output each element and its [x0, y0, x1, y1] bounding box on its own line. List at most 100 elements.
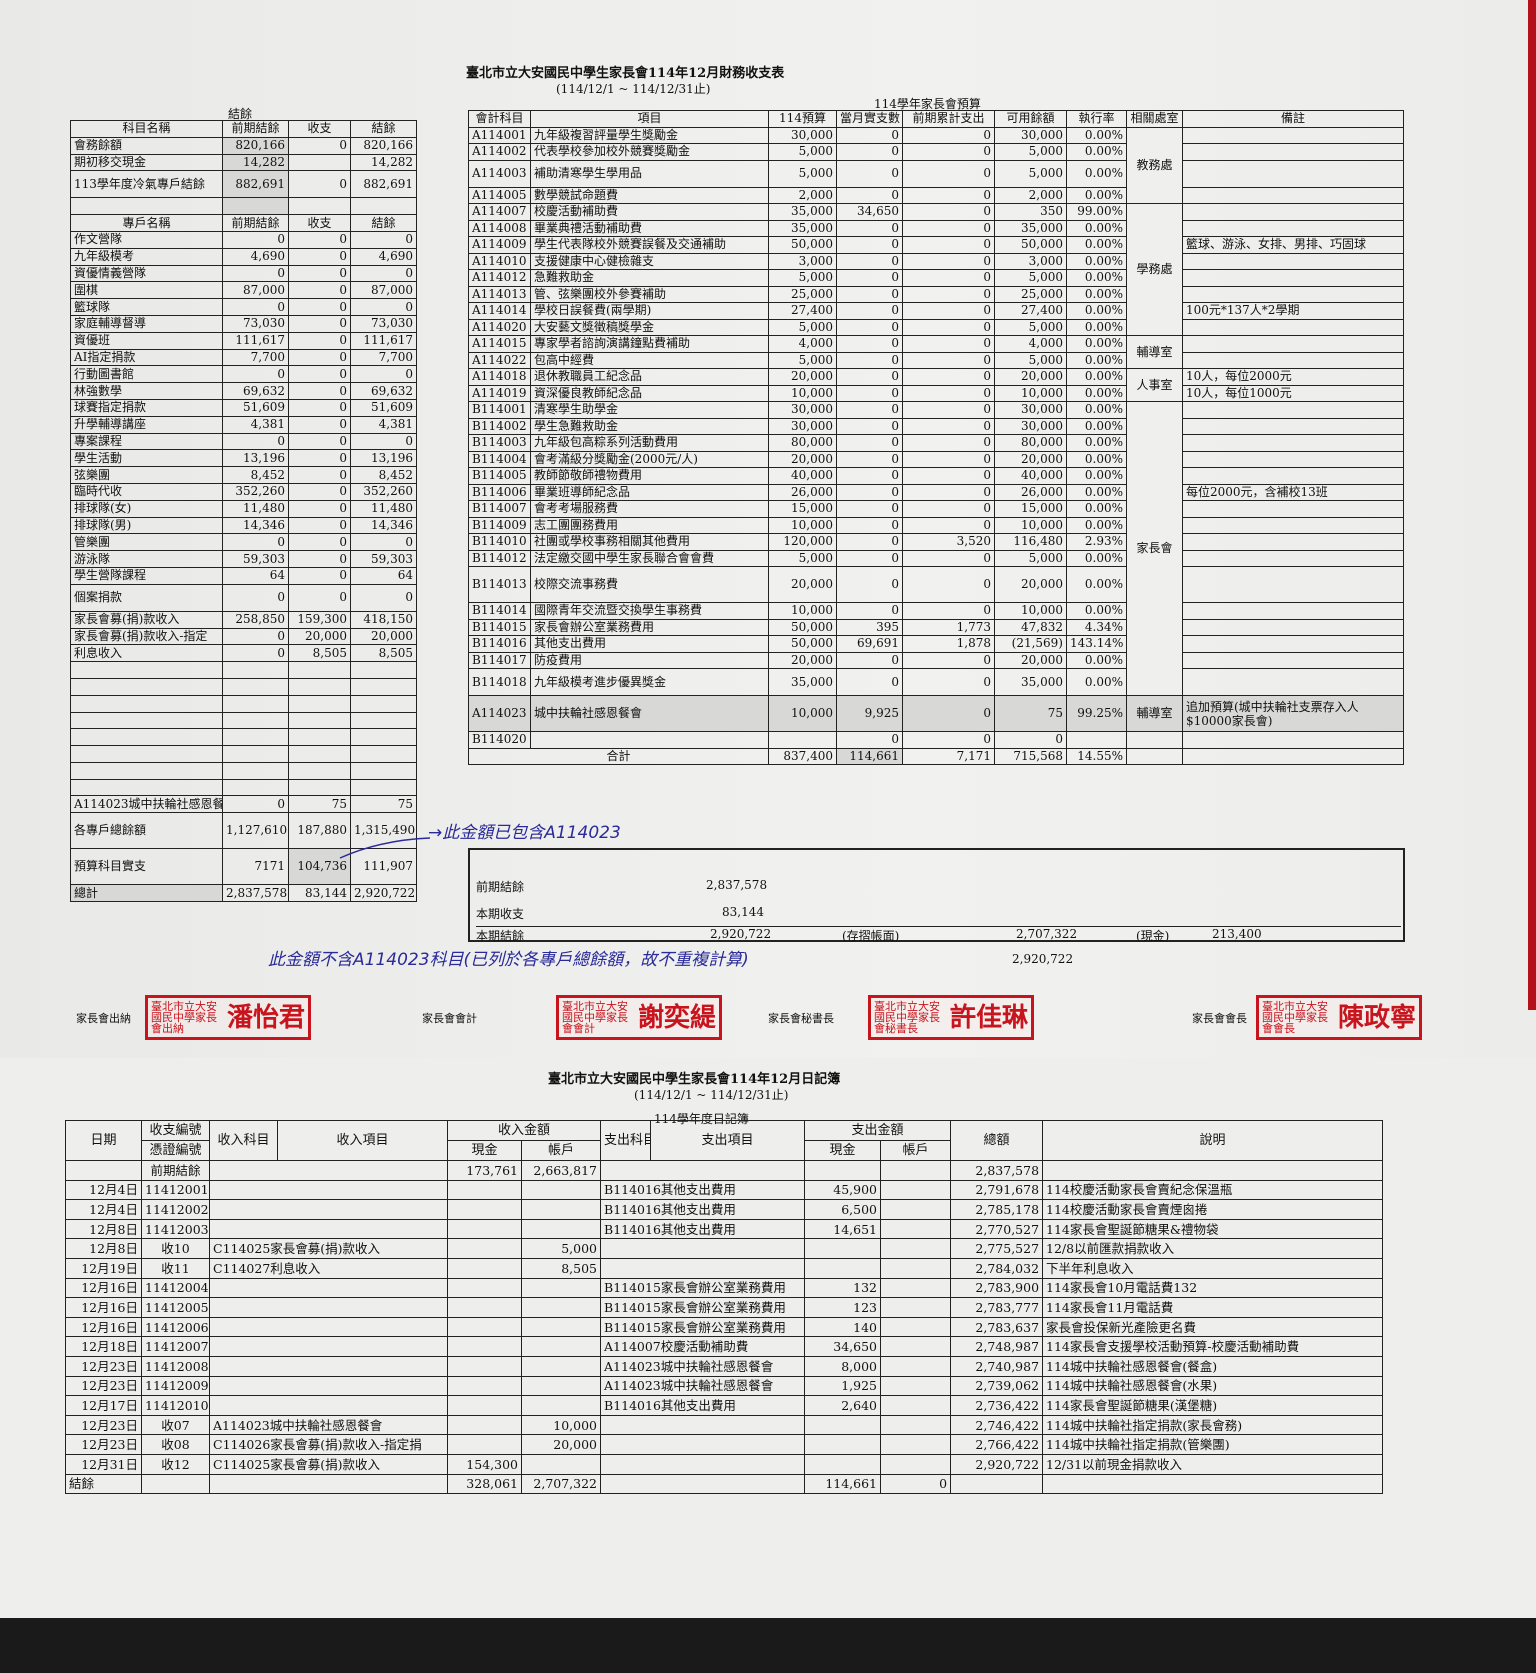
expense-cash: 34,650: [804, 1336, 882, 1357]
journal-row: 12月18日 11412007 A114007校慶活動補助費 34,650 2,748,…: [65, 1336, 1384, 1357]
budget-row: A114002 代表學校參加校外競賽獎勵金 5,000 0 0 5,000 0.00%: [468, 143, 1404, 161]
amount-cell: [288, 661, 351, 679]
budget-prior: 0: [902, 417, 995, 435]
budget-prior: 0: [902, 159, 995, 188]
header-in-subject: 收入科目: [209, 1120, 278, 1161]
remark-cell: [1182, 335, 1404, 353]
expense-account: [880, 1355, 952, 1377]
amount-cell: [288, 761, 351, 780]
expense-cash: 132: [804, 1277, 882, 1299]
budget-month: 0: [836, 285, 903, 303]
journal-row: 12月4日 11412001 B114016其他支出費用 45,900 2,791,67…: [65, 1179, 1384, 1201]
budget-budget: 3,000: [768, 252, 837, 270]
remark-cell: [1182, 318, 1404, 336]
balance-row: 113學年度冷氣專戶結餘 882,691 0 882,691: [70, 170, 417, 199]
budget-item: 專家學者諮詢演講鐘點費補助: [530, 335, 769, 353]
fund-row: 專案課程 0 0 0: [70, 432, 417, 451]
remark-cell: 10人，每位2000元: [1182, 368, 1404, 386]
budget-code: A114019: [468, 384, 531, 402]
balance-row: [70, 197, 417, 216]
remark-cell: [1182, 186, 1404, 204]
budget-row: B114015 家長會辦公室業務費用 50,000 395 1,773 47,832 4.3…: [468, 618, 1404, 636]
amount-cell: 111,907: [350, 848, 417, 886]
fund-row: 臨時代收 352,260 0 352,260: [70, 482, 417, 501]
expense-subject: B114016其他支出費用: [600, 1179, 806, 1201]
budget-month: 9,925: [836, 695, 903, 732]
entry-date: 12月16日: [65, 1316, 142, 1338]
budget-avail: 5,000: [994, 143, 1067, 161]
budget-row: B114006 畢業班導師紀念品 26,000 0 0 26,000 0.00% 每位2000…: [468, 483, 1404, 501]
budget-row: A114019 資深優良教師紀念品 10,000 0 0 10,000 0.00% 10人，每…: [468, 384, 1404, 402]
total-row: 總計 2,837,578 83,144 2,920,722: [70, 884, 417, 903]
amount-cell: [350, 197, 417, 216]
fund-row: [70, 677, 417, 696]
amount-cell: 87,000: [222, 281, 289, 300]
expense-account: [880, 1160, 952, 1181]
cash-value: 213,400: [1212, 927, 1262, 941]
signature-role: 家長會出納: [76, 1012, 131, 1025]
budget-item: 退休教職員工紀念品: [530, 368, 769, 386]
signature-role: 家長會會長: [1192, 1012, 1247, 1025]
budget-prior: 0: [902, 549, 995, 567]
budget-item: 代表學校參加校外競賽獎勵金: [530, 143, 769, 161]
budget-item: 補助清寒學生學用品: [530, 159, 769, 188]
header-in-item: 收入項目: [277, 1120, 448, 1161]
expense-subject: B114016其他支出費用: [600, 1218, 806, 1240]
remark-cell: 100元*137人*2學期: [1182, 302, 1404, 320]
budget-code: A114008: [468, 219, 531, 237]
budget-budget: 20,000: [768, 651, 837, 669]
remark-cell: [1182, 417, 1404, 435]
income-account: [520, 1316, 602, 1338]
amount-cell: 14,282: [222, 153, 289, 172]
budget-item: 大安藝文獎徵稿獎學金: [530, 318, 769, 336]
budget-avail: 15,000: [994, 500, 1067, 518]
entry-note: 114校慶活動家長會賣煙囪捲: [1042, 1199, 1384, 1220]
budget-budget: 5,000: [768, 351, 837, 369]
income-account: [520, 1355, 602, 1377]
amount-cell: 87,000: [350, 281, 417, 300]
budget-month: 0: [836, 651, 903, 669]
account-name: AI指定捐款: [70, 348, 223, 367]
budget-avail: 20,000: [994, 450, 1067, 468]
amount-cell: 0: [288, 516, 351, 535]
income-cash: [447, 1336, 522, 1357]
account-name: 學生營隊課程: [70, 566, 223, 585]
budget-month: 0: [836, 533, 903, 551]
amount-cell: 0: [222, 627, 289, 646]
budget-item: 防疫費用: [530, 651, 769, 669]
amount-cell: 14,346: [350, 516, 417, 535]
amount-cell: [222, 197, 289, 216]
budget-month: 0: [836, 483, 903, 501]
budget-code: B114020: [468, 731, 531, 749]
budget-avail: 5,000: [994, 318, 1067, 336]
account-name: 家長會募(捐)款收入: [70, 610, 223, 629]
budget-prior: 1,878: [902, 635, 995, 653]
amount-cell: 7171: [222, 848, 289, 886]
budget-rate: 0.00%: [1066, 516, 1127, 534]
prev-balance-label: 前期結餘: [476, 880, 525, 894]
budget-prior: 0: [902, 731, 995, 749]
budget-budget: 80,000: [768, 434, 837, 452]
amount-cell: 104,736: [288, 848, 351, 886]
journal-row: 12月19日 收11 C114027利息收入 8,505 2,784,032 下半年利息收…: [65, 1257, 1384, 1279]
amount-cell: 0: [222, 644, 289, 663]
income-subject: [209, 1179, 448, 1201]
budget-code: A114013: [468, 285, 531, 303]
amount-cell: [350, 761, 417, 780]
amount-cell: [222, 728, 289, 747]
budget-prior: 0: [902, 401, 995, 419]
budget-prior: 0: [902, 384, 995, 402]
expense-subject: A114023城中扶輪社感恩餐會: [600, 1375, 806, 1397]
budget-month: 0: [836, 335, 903, 353]
amount-cell: 13,196: [222, 449, 289, 468]
income-account: [520, 1218, 602, 1240]
fund-row: [70, 745, 417, 763]
expense-cash: 2,640: [804, 1395, 882, 1416]
income-cash: [447, 1316, 522, 1338]
account-name: 排球隊(男): [70, 516, 223, 535]
budget-rate: 0.00%: [1066, 285, 1127, 303]
budget-prior: 0: [902, 126, 995, 144]
budget-avail: 5,000: [994, 269, 1067, 287]
budget-month: 0: [836, 516, 903, 534]
budget-month: 0: [836, 302, 903, 320]
